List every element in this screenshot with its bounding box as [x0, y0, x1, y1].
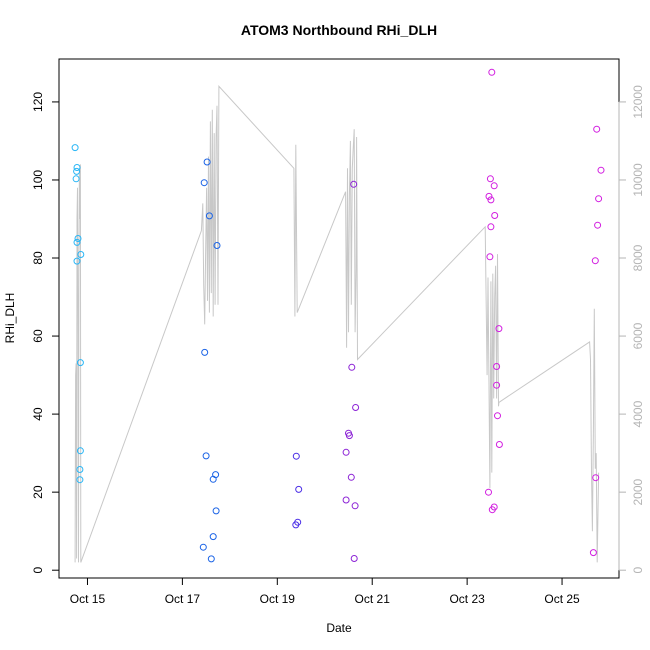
- data-point: [342, 496, 350, 504]
- data-point: [494, 412, 501, 420]
- data-point: [487, 223, 495, 231]
- data-point: [347, 473, 355, 481]
- data-point: [71, 144, 79, 152]
- data-point: [72, 175, 80, 183]
- y-tick-label: 120: [31, 92, 45, 112]
- data-point: [597, 166, 605, 174]
- y-tick-label: 100: [31, 170, 45, 190]
- y2-tick-label: 10000: [631, 163, 645, 197]
- data-point: [203, 158, 211, 166]
- data-point: [77, 251, 85, 258]
- data-point: [488, 68, 496, 76]
- data-point: [589, 549, 597, 557]
- data-point: [488, 506, 496, 514]
- x-axis-label: Date: [326, 621, 352, 635]
- data-point: [493, 363, 501, 370]
- y2-tick-label: 2000: [631, 478, 645, 505]
- y2-axis: 0 2000 4000 6000 8000 10000 12000: [618, 85, 645, 574]
- y-tick-label: 0: [31, 567, 45, 574]
- data-point: [495, 325, 503, 333]
- data-point: [76, 476, 84, 484]
- y2-tick-label: 8000: [631, 244, 645, 271]
- data-point: [345, 432, 353, 440]
- data-point: [73, 257, 81, 265]
- chart-title: ATOM3 Northbound RHi_DLH: [241, 22, 437, 38]
- data-point: [486, 253, 494, 261]
- x-tick-label: Oct 23: [449, 592, 485, 606]
- data-point: [76, 466, 84, 473]
- x-tick-label: Oct 15: [70, 592, 106, 606]
- data-point: [213, 242, 221, 249]
- data-point: [295, 485, 303, 493]
- data-point: [73, 164, 81, 171]
- data-point: [342, 448, 350, 456]
- data-point: [593, 125, 601, 133]
- data-point: [595, 195, 603, 203]
- data-point: [205, 212, 213, 220]
- x-tick-label: Oct 17: [165, 592, 201, 606]
- data-point: [490, 182, 498, 190]
- plot-frame: [58, 58, 620, 579]
- data-point: [209, 475, 217, 483]
- data-point: [485, 192, 493, 200]
- data-point: [212, 507, 220, 515]
- y-tick-label: 20: [31, 485, 45, 499]
- data-point: [73, 238, 81, 246]
- data-point: [202, 452, 210, 460]
- y-axis: 0 20 40 60 80 100 120: [31, 92, 60, 574]
- y-tick-label: 80: [31, 251, 45, 265]
- data-point: [350, 555, 358, 562]
- data-point: [74, 235, 82, 242]
- data-point: [200, 179, 208, 187]
- data-point: [292, 521, 300, 529]
- data-point: [201, 348, 209, 356]
- y-axis-label: RHi_DLH: [3, 293, 17, 344]
- data-point: [350, 180, 358, 188]
- data-point: [207, 555, 215, 563]
- altitude-line: [74, 85, 600, 563]
- data-point: [486, 175, 494, 183]
- data-point: [352, 404, 360, 411]
- x-tick-label: Oct 21: [355, 592, 391, 606]
- y-tick-label: 60: [31, 329, 45, 343]
- altitude-line-layer: [74, 85, 600, 563]
- data-point: [495, 441, 503, 448]
- x-tick-label: Oct 19: [260, 592, 296, 606]
- data-point: [493, 381, 501, 389]
- data-point: [591, 257, 599, 265]
- data-point: [594, 221, 602, 229]
- data-point: [76, 359, 84, 367]
- data-point: [76, 447, 84, 455]
- y2-tick-label: 12000: [631, 85, 645, 119]
- data-points-layer: [71, 68, 605, 563]
- data-point: [292, 452, 300, 460]
- data-point: [199, 543, 207, 551]
- data-point: [491, 212, 499, 219]
- data-point: [348, 363, 356, 371]
- y2-tick-label: 0: [631, 567, 645, 574]
- data-point: [592, 474, 600, 482]
- y-tick-label: 40: [31, 407, 45, 421]
- x-axis: Oct 15 Oct 17 Oct 19 Oct 21 Oct 23 Oct 25: [70, 577, 580, 606]
- data-point: [487, 196, 495, 204]
- data-point: [209, 533, 217, 541]
- x-tick-label: Oct 25: [544, 592, 580, 606]
- data-point: [73, 167, 81, 175]
- data-point: [485, 488, 492, 496]
- data-point: [351, 502, 359, 510]
- y2-tick-label: 4000: [631, 400, 645, 427]
- y2-tick-label: 6000: [631, 322, 645, 349]
